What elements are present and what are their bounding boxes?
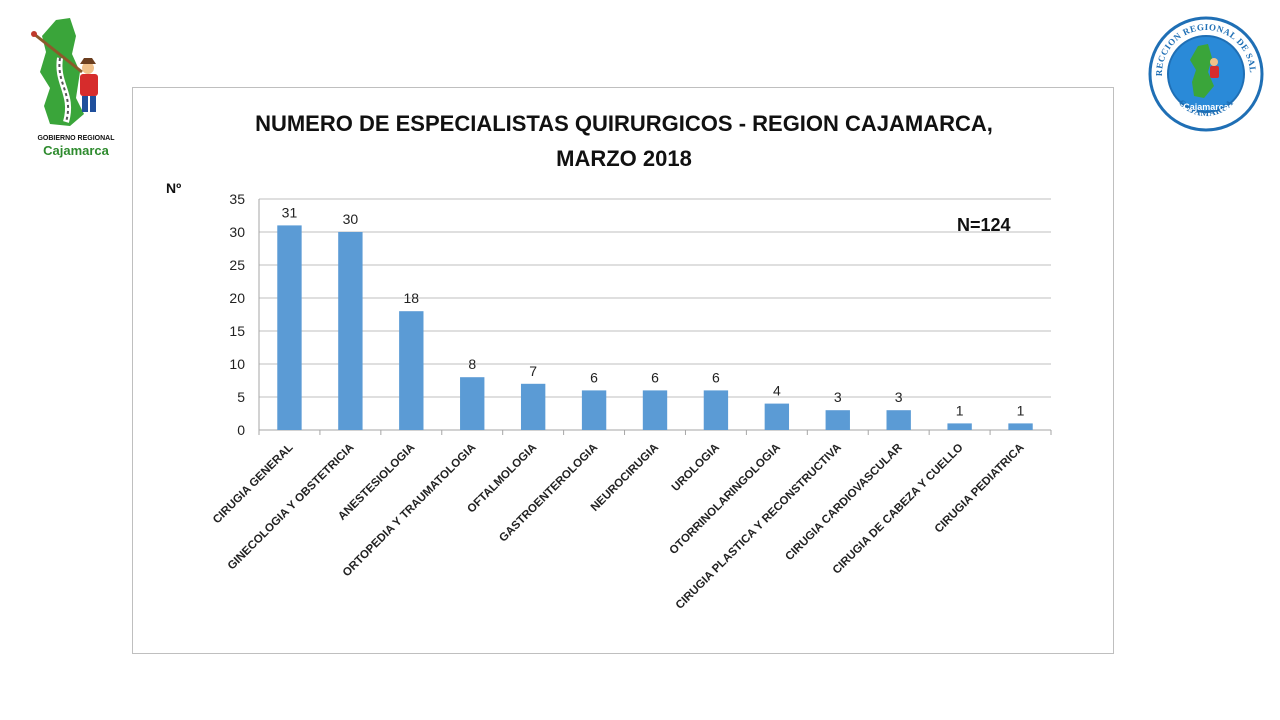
y-tick-label: 30 — [229, 224, 245, 240]
logo-right-center: Cajamarca — [1183, 102, 1230, 112]
y-tick-label: 0 — [237, 422, 245, 438]
bar — [886, 410, 911, 430]
gobierno-regional-logo: GOBIERNO REGIONAL Cajamarca — [26, 14, 126, 160]
bar — [764, 403, 790, 430]
x-category-label: GASTROENTEROLOGIA — [497, 442, 600, 545]
total-annotation: N=124 — [957, 215, 1011, 235]
chart-title-line-2: MARZO 2018 — [556, 146, 692, 171]
bar-value-label: 1 — [956, 402, 964, 418]
direccion-regional-salud-logo: DIRECCION REGIONAL DE SALUD CAJAMARCA Ca… — [1145, 8, 1264, 132]
bar-chart: NUMERO DE ESPECIALISTAS QUIRURGICOS - RE… — [166, 111, 1052, 612]
bar-value-label: 3 — [895, 389, 903, 405]
x-category-label: CIRUGIA CARDIOVASCULAR — [783, 441, 905, 563]
direccion-regional-salud-logo-graphic: DIRECCION REGIONAL DE SALUD CAJAMARCA Ca… — [1145, 8, 1264, 132]
bar — [1008, 423, 1033, 430]
chart-frame: NUMERO DE ESPECIALISTAS QUIRURGICOS - RE… — [132, 87, 1114, 654]
bar-value-label: 31 — [282, 204, 298, 220]
bar-value-label: 3 — [834, 389, 842, 405]
bar — [825, 410, 850, 430]
bar — [338, 232, 363, 430]
y-tick-label: 25 — [229, 257, 245, 273]
bar — [399, 311, 424, 430]
y-tick-label: 10 — [229, 356, 245, 372]
bar-value-label: 6 — [590, 369, 598, 385]
y-axis-label: Nº — [166, 180, 181, 196]
x-category-label: UROLOGIA — [670, 442, 722, 494]
bar-value-label: 6 — [651, 369, 659, 385]
bar — [642, 390, 668, 430]
logo-left-line2: Cajamarca — [43, 143, 110, 158]
x-category-label: ORTOPEDIA Y TRAUMATOLOGIA — [341, 442, 479, 580]
x-category-label: OTORRINOLARINGOLOGIA — [668, 442, 783, 557]
bar — [947, 423, 972, 430]
bar-value-label: 4 — [773, 383, 781, 399]
x-category-label: NEUROCIRUGIA — [589, 442, 661, 514]
bar-value-label: 7 — [529, 363, 537, 379]
bar — [703, 390, 729, 430]
y-tick-labels: 0 5 10 15 20 25 30 35 — [229, 191, 245, 438]
y-tick-label: 20 — [229, 290, 245, 306]
bars — [277, 225, 1033, 430]
bar — [460, 377, 485, 430]
y-tick-label: 5 — [237, 389, 245, 405]
y-tick-label: 15 — [229, 323, 245, 339]
bar-value-label: 8 — [468, 356, 476, 372]
bar-value-label: 1 — [1017, 402, 1025, 418]
bar-value-label: 30 — [343, 211, 359, 227]
bar — [520, 383, 546, 430]
y-tick-label: 35 — [229, 191, 245, 207]
bar-value-label: 18 — [404, 290, 420, 306]
logo-left-line1: GOBIERNO REGIONAL — [37, 135, 115, 142]
gobierno-regional-logo-graphic: GOBIERNO REGIONAL Cajamarca — [31, 18, 115, 158]
bar-value-label: 6 — [712, 369, 720, 385]
bar — [277, 225, 302, 430]
chart-title-line-1: NUMERO DE ESPECIALISTAS QUIRURGICOS - RE… — [255, 111, 993, 136]
x-category-label: CIRUGIA DE CABEZA Y CUELLO — [831, 442, 966, 577]
x-category-label: GINECOLOGIA Y OBSTETRICIA — [226, 442, 357, 573]
bar — [581, 390, 607, 430]
